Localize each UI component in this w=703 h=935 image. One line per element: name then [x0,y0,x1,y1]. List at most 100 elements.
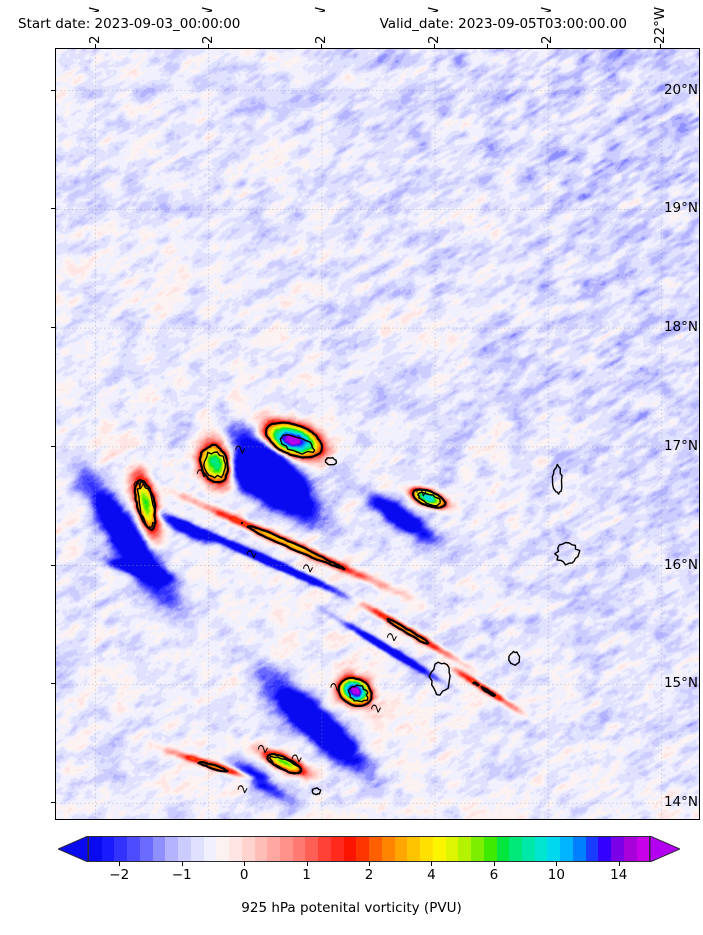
x-tick-mark [434,44,436,48]
contour-label: 2 [244,547,260,560]
colorbar-band [585,837,599,861]
colorbar-tick-mark [493,862,495,866]
colorbar-band [432,837,446,861]
colorbar-band [216,837,230,861]
colorbar-band [547,837,561,861]
colorbar-band [458,837,472,861]
colorbar-band [203,837,217,861]
svg-text:2: 2 [244,547,260,560]
coastline-island-east [416,491,441,507]
colorbar-title: 925 hPa potenital vorticity (PVU) [241,900,462,916]
colorbar-band [369,837,382,861]
colorbar-tick-label: 4 [427,867,436,883]
colorbar-band [445,837,459,861]
svg-text:2: 2 [368,702,384,715]
y-tick-mark [51,564,55,566]
coastline-island-central [203,451,227,479]
start-date-label: Start date: 2023-09-03_00:00:00 [18,16,241,32]
colorbar-tick-mark [369,862,370,866]
colorbar-tick-label: 10 [547,867,565,883]
svg-text:2: 2 [235,782,251,795]
contour-label: 2 [300,561,316,574]
colorbar-tick-label: −2 [109,867,130,883]
y-tick-label: 14°N [663,794,698,811]
colorbar-tick-label: 6 [489,867,499,883]
colorbar-band [229,837,242,861]
coastline-island-west [136,481,157,529]
svg-text:2: 2 [232,443,248,456]
colorbar-band [190,837,204,861]
colorbar-under-arrow [58,836,88,862]
colorbar-band [318,837,331,861]
y-tick-label: 16°N [663,556,698,573]
y-tick-label: 17°N [663,437,698,454]
colorbar-band [420,837,433,861]
colorbar-band [178,837,191,861]
coastline-island-maio [508,650,521,666]
colorbar-band [254,837,268,861]
colorbar-band [381,837,395,861]
y-tick-mark [51,208,55,210]
colorbar-band [127,837,140,861]
colorbar-tick-label: −1 [171,867,192,883]
colorbar-tick-label: 1 [302,867,311,883]
date-annotation-band: Start date: 2023-09-03_00:00:00 Valid_da… [10,12,635,36]
colorbar-band [101,837,115,861]
colorbar-tick-mark [181,862,183,866]
contour-label: 2 [384,630,400,643]
colorbar-band [534,837,548,861]
colorbar-band [292,837,306,861]
colorbar-band [356,837,370,861]
colorbar-band [611,837,624,861]
colorbar-band [280,837,293,861]
colorbar: −2 −1 0 1 2 4 6 10 14 925 hPa potenital vorticit… [0,828,703,935]
colorbar-gradient [88,836,650,862]
colorbar-band [407,837,421,861]
colorbar-band [165,837,179,861]
svg-text:2: 2 [255,742,271,755]
y-tick-mark [51,445,55,447]
colorbar-tick-mark [244,862,246,866]
x-tick-mark [207,44,209,48]
x-tick-mark [94,44,96,48]
contour-label: 2 [235,782,251,795]
colorbar-band [509,837,522,861]
colorbar-tick-mark [556,862,558,866]
x-tick-mark [320,44,322,48]
colorbar-band [572,837,586,861]
colorbar-band [636,837,650,861]
colorbar-band [139,837,153,861]
coastline-island-mountain [279,434,316,455]
colorbar-tick-mark [306,862,308,866]
colorbar-band [521,837,535,861]
gridlines [56,49,699,819]
y-tick-mark [51,683,55,685]
coastline-island-santiago [428,661,451,696]
x-tick-label: 22°W [652,6,669,44]
colorbar-band [152,837,166,861]
coastline-island-tiny-south [311,787,322,796]
colorbar-band [471,837,484,861]
colorbar-band [89,837,102,861]
y-tick-label: 20°N [663,81,698,98]
colorbar-band [241,837,255,861]
colorbar-tick-label: 14 [610,867,628,883]
colorbar-band [496,837,510,861]
colorbar-over-arrow [650,836,680,862]
y-tick-mark [51,802,55,804]
colorbar-tick-label: 2 [364,867,374,883]
svg-text:2: 2 [384,630,400,643]
potential-vorticity-field [56,49,699,819]
colorbar-band [114,837,128,861]
y-tick-mark [51,89,55,91]
coastline-island-small-north [324,456,338,466]
colorbar-tick-mark [119,862,121,866]
coastline-island-boavista [554,541,581,566]
y-tick-label: 15°N [663,675,698,692]
colorbar-band [598,837,612,861]
colorbar-tick-label: 0 [239,867,249,883]
y-tick-label: 18°N [663,319,698,336]
